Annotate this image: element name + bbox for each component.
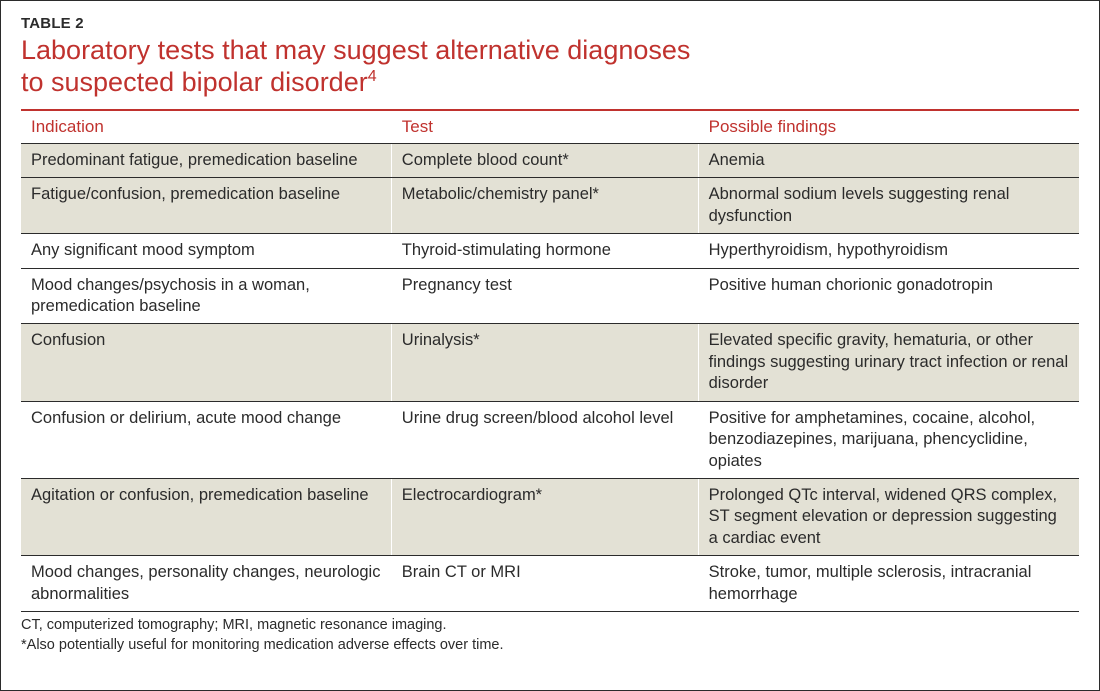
col-header-test: Test [391,110,698,144]
table-row: ConfusionUrinalysis*Elevated specific gr… [21,324,1079,401]
table-row: Confusion or delirium, acute mood change… [21,401,1079,478]
col-header-findings: Possible findings [698,110,1079,144]
table-row: Mood changes, personality changes, neuro… [21,556,1079,612]
table-row: Fatigue/confusion, premedication baselin… [21,178,1079,234]
cell-test: Urinalysis* [391,324,698,401]
table-title: Laboratory tests that may suggest altern… [21,34,1079,99]
cell-findings: Anemia [698,143,1079,177]
cell-indication: Confusion or delirium, acute mood change [21,401,391,478]
table-container: TABLE 2 Laboratory tests that may sugges… [0,0,1100,691]
cell-findings: Hyperthyroidism, hypothyroidism [698,234,1079,268]
table-row: Predominant fatigue, premedication basel… [21,143,1079,177]
footnote-abbrev: CT, computerized tomography; MRI, magnet… [21,616,1079,636]
cell-indication: Agitation or confusion, premedication ba… [21,479,391,556]
table-label: TABLE 2 [21,15,1079,32]
cell-indication: Mood changes, personality changes, neuro… [21,556,391,612]
footnotes: CT, computerized tomography; MRI, magnet… [21,616,1079,655]
cell-indication: Any significant mood symptom [21,234,391,268]
table-row: Any significant mood symptomThyroid-stim… [21,234,1079,268]
cell-findings: Stroke, tumor, multiple sclerosis, intra… [698,556,1079,612]
table-row: Mood changes/psychosis in a woman, preme… [21,268,1079,324]
cell-test: Metabolic/chemistry panel* [391,178,698,234]
title-line-2: to suspected bipolar disorder [21,67,368,97]
cell-indication: Predominant fatigue, premedication basel… [21,143,391,177]
cell-indication: Confusion [21,324,391,401]
cell-test: Thyroid-stimulating hormone [391,234,698,268]
cell-findings: Abnormal sodium levels suggesting renal … [698,178,1079,234]
cell-test: Electrocardiogram* [391,479,698,556]
cell-findings: Elevated specific gravity, hematuria, or… [698,324,1079,401]
table-row: Agitation or confusion, premedication ba… [21,479,1079,556]
col-header-indication: Indication [21,110,391,144]
cell-test: Urine drug screen/blood alcohol level [391,401,698,478]
cell-indication: Mood changes/psychosis in a woman, preme… [21,268,391,324]
footnote-asterisk: *Also potentially useful for monitoring … [21,636,1079,656]
title-citation: 4 [368,68,377,85]
cell-test: Brain CT or MRI [391,556,698,612]
cell-test: Complete blood count* [391,143,698,177]
cell-findings: Positive human chorionic gonadotropin [698,268,1079,324]
table-header-row: Indication Test Possible findings [21,110,1079,144]
cell-findings: Positive for amphetamines, cocaine, alco… [698,401,1079,478]
title-line-1: Laboratory tests that may suggest altern… [21,35,690,65]
cell-test: Pregnancy test [391,268,698,324]
table-body: Predominant fatigue, premedication basel… [21,143,1079,611]
cell-indication: Fatigue/confusion, premedication baselin… [21,178,391,234]
lab-tests-table: Indication Test Possible findings Predom… [21,109,1079,612]
cell-findings: Prolonged QTc interval, widened QRS comp… [698,479,1079,556]
